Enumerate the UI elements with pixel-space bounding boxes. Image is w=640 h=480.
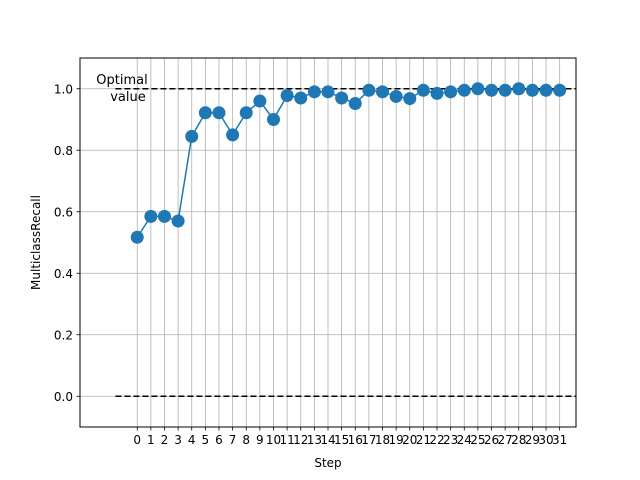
data-point — [335, 91, 349, 105]
data-point — [553, 83, 567, 97]
y-axis-label: MulticlassRecall — [29, 195, 43, 290]
x-tick-label: 19 — [388, 433, 403, 447]
data-point — [185, 129, 199, 143]
x-tick-label: 30 — [538, 433, 553, 447]
x-tick-label: 7 — [229, 433, 237, 447]
data-point — [416, 83, 430, 97]
x-tick-label: 6 — [215, 433, 223, 447]
data-point — [130, 230, 144, 244]
x-tick-label: 17 — [361, 433, 376, 447]
data-point — [430, 86, 444, 100]
y-tick-label: 1.0 — [54, 82, 73, 96]
data-point — [321, 85, 335, 99]
y-tick-label: 0.8 — [54, 144, 73, 158]
data-point — [485, 83, 499, 97]
data-point — [280, 89, 294, 103]
data-point — [362, 83, 376, 97]
x-tick-label: 13 — [307, 433, 322, 447]
x-tick-label: 4 — [188, 433, 196, 447]
data-point — [471, 82, 485, 96]
series-layer — [130, 82, 567, 244]
x-tick-label: 31 — [552, 433, 567, 447]
data-point — [389, 89, 403, 103]
x-tick-label: 18 — [375, 433, 390, 447]
x-tick-label: 23 — [443, 433, 458, 447]
x-tick-label: 15 — [334, 433, 349, 447]
x-tick-label: 11 — [279, 433, 294, 447]
data-point — [198, 106, 212, 120]
y-tick-label: 0.6 — [54, 205, 73, 219]
x-axis-label: Step — [314, 456, 341, 470]
x-tick-label: 25 — [470, 433, 485, 447]
y-tick-label: 0.4 — [54, 267, 73, 281]
data-point — [266, 113, 280, 126]
x-tick-label: 29 — [525, 433, 540, 447]
x-tick-label: 0 — [133, 433, 141, 447]
x-tick-label: 27 — [498, 433, 513, 447]
x-tick-label: 21 — [416, 433, 431, 447]
data-point — [307, 85, 321, 99]
x-tick-label: 28 — [511, 433, 526, 447]
data-point — [253, 94, 267, 108]
x-tick-label: 8 — [242, 433, 250, 447]
data-point — [294, 91, 308, 105]
x-tick-label: 16 — [348, 433, 363, 447]
x-tick-label: 12 — [293, 433, 308, 447]
data-point — [512, 82, 526, 96]
x-tick-label: 22 — [429, 433, 444, 447]
data-point — [525, 83, 539, 97]
grid-lines — [80, 58, 576, 427]
data-point — [348, 97, 362, 111]
data-point — [539, 83, 553, 97]
x-tick-label: 20 — [402, 433, 417, 447]
x-tick-label: 26 — [484, 433, 499, 447]
annotation-line-1: Optimal — [96, 73, 147, 88]
data-point — [212, 106, 226, 120]
annotation-line-2: value — [110, 90, 146, 105]
x-tick-label: 9 — [256, 433, 264, 447]
axis-ticks: 0 1 2 3 4 5 6 7 8 9 101112131415161718192021222324… — [54, 82, 567, 447]
data-point — [498, 83, 512, 97]
data-point — [226, 128, 240, 142]
reference-lines — [115, 87, 576, 398]
x-tick-label: 24 — [457, 433, 472, 447]
x-tick-label: 10 — [266, 433, 281, 447]
data-point — [376, 85, 390, 99]
x-tick-label: 2 — [161, 433, 169, 447]
data-point — [444, 85, 458, 99]
data-point — [403, 92, 417, 106]
data-point — [239, 106, 253, 120]
x-tick-label: 1 — [147, 433, 155, 447]
data-point — [171, 214, 185, 228]
x-tick-label: 5 — [202, 433, 210, 447]
data-point — [144, 209, 158, 223]
data-point — [157, 209, 171, 223]
y-tick-label: 0.2 — [54, 328, 73, 342]
data-point — [457, 83, 471, 97]
x-tick-label: 14 — [320, 433, 335, 447]
y-tick-label: 0.0 — [54, 390, 73, 404]
x-tick-label: 3 — [174, 433, 182, 447]
